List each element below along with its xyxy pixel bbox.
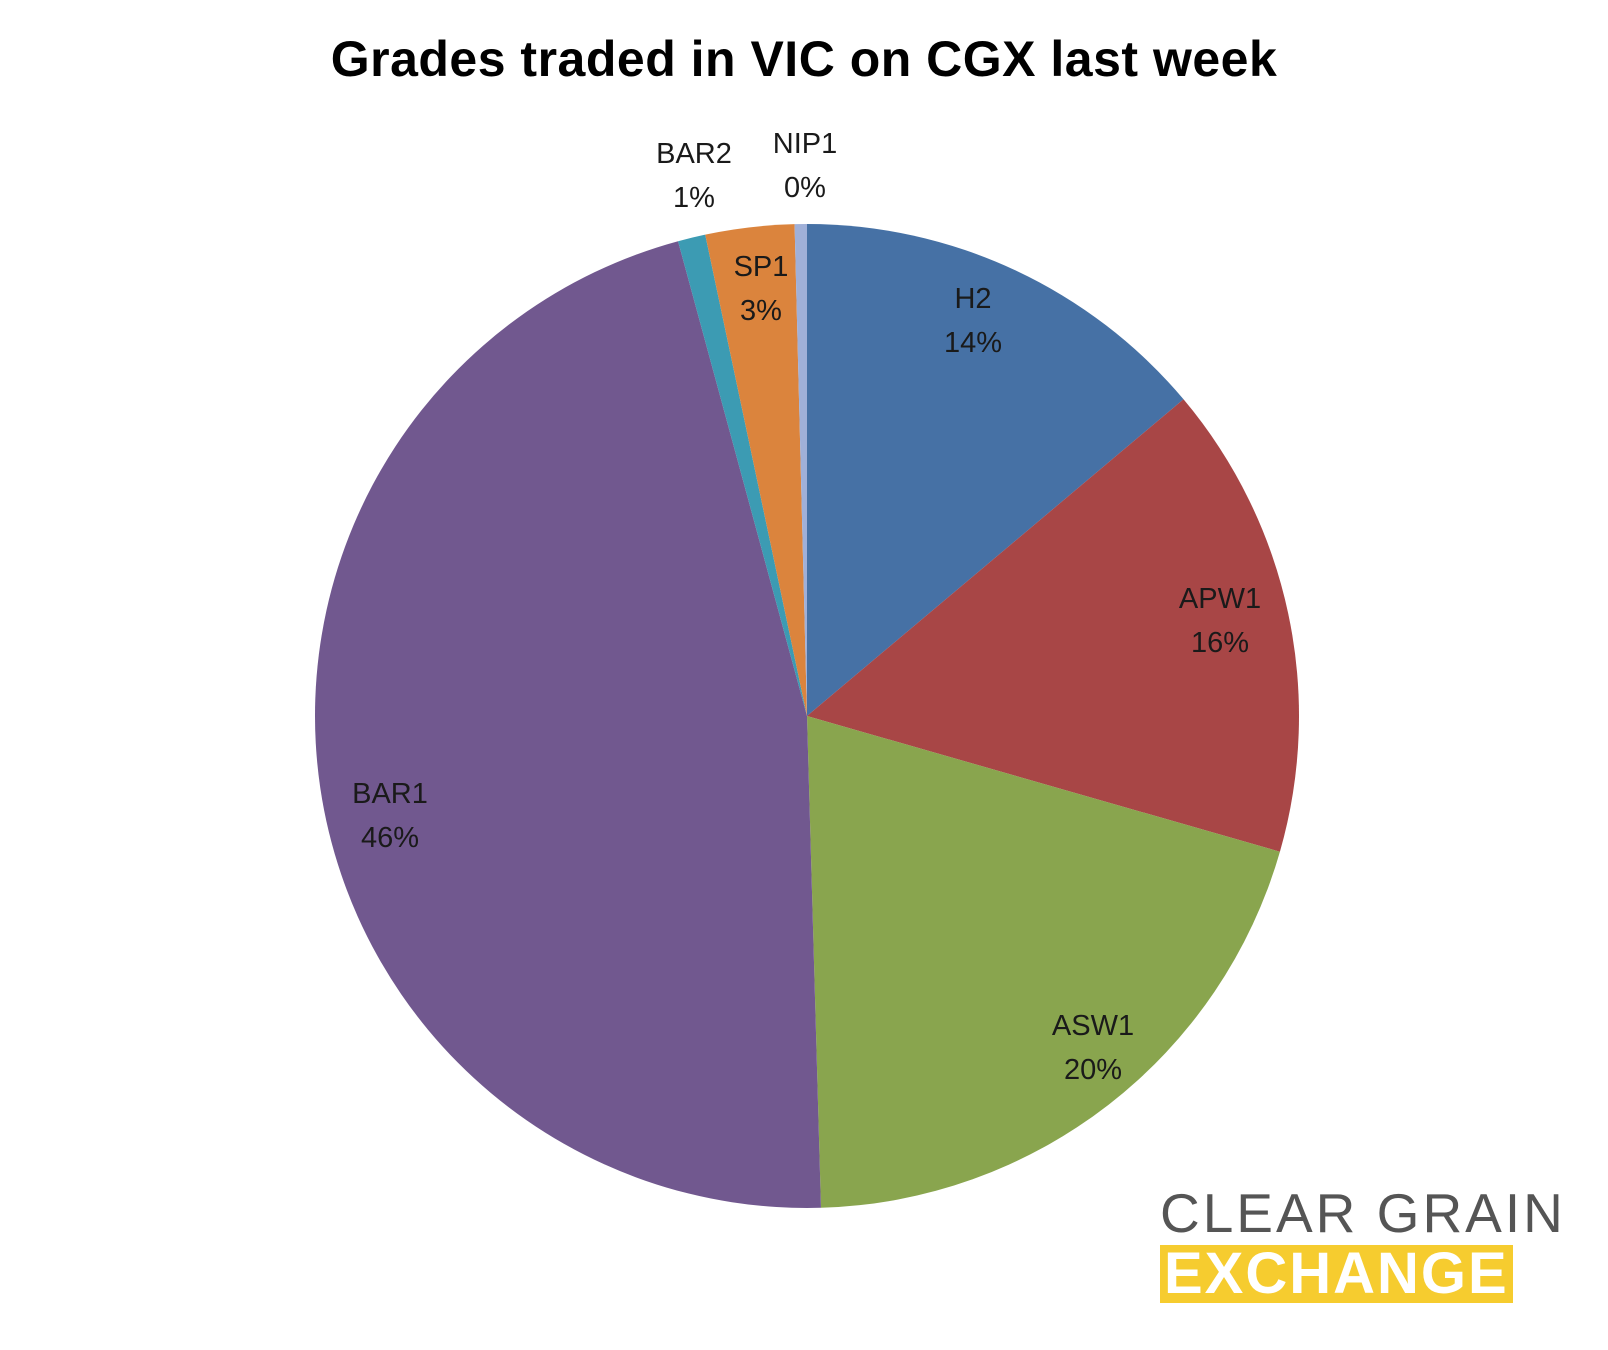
- pie-slices: [314, 224, 1300, 1208]
- clear-grain-exchange-logo: CLEAR GRAIN EXCHANGE: [1160, 1182, 1566, 1303]
- logo-text-exchange: EXCHANGE: [1160, 1245, 1513, 1303]
- slice-percent-apw1: 16%: [1191, 627, 1249, 659]
- slice-label-bar1: BAR1: [352, 778, 428, 810]
- pie-slice-sp1: [705, 224, 807, 716]
- slice-label-bar2: BAR2: [656, 138, 732, 170]
- pie-slice-apw1: [807, 399, 1300, 852]
- slice-percent-nip1: 0%: [784, 172, 826, 204]
- slice-percent-asw1: 20%: [1064, 1054, 1122, 1086]
- slice-percent-h2: 14%: [944, 327, 1002, 359]
- pie-slice-bar2: [678, 234, 807, 716]
- slice-label-h2: H2: [954, 283, 991, 315]
- slice-percent-bar2: 1%: [673, 182, 715, 214]
- pie-slice-asw1: [807, 716, 1280, 1208]
- logo-text-clear-grain: CLEAR GRAIN: [1160, 1182, 1566, 1244]
- slice-percent-sp1: 3%: [740, 295, 782, 327]
- slice-label-asw1: ASW1: [1052, 1010, 1134, 1042]
- pie-slice-bar1: [314, 241, 821, 1208]
- pie-labels: H2 14% APW1 16% ASW1 20% BAR1 46% BAR2 1% SP1 3% NIP…: [352, 128, 1261, 1086]
- slice-label-nip1: NIP1: [773, 128, 837, 160]
- slice-label-sp1: SP1: [734, 251, 789, 283]
- chart-title: Grades traded in VIC on CGX last week: [330, 31, 1278, 87]
- slice-label-apw1: APW1: [1179, 583, 1261, 615]
- pie-slice-h2: [807, 224, 1184, 716]
- pie-slice-nip1: [794, 224, 807, 716]
- slice-percent-bar1: 46%: [361, 822, 419, 854]
